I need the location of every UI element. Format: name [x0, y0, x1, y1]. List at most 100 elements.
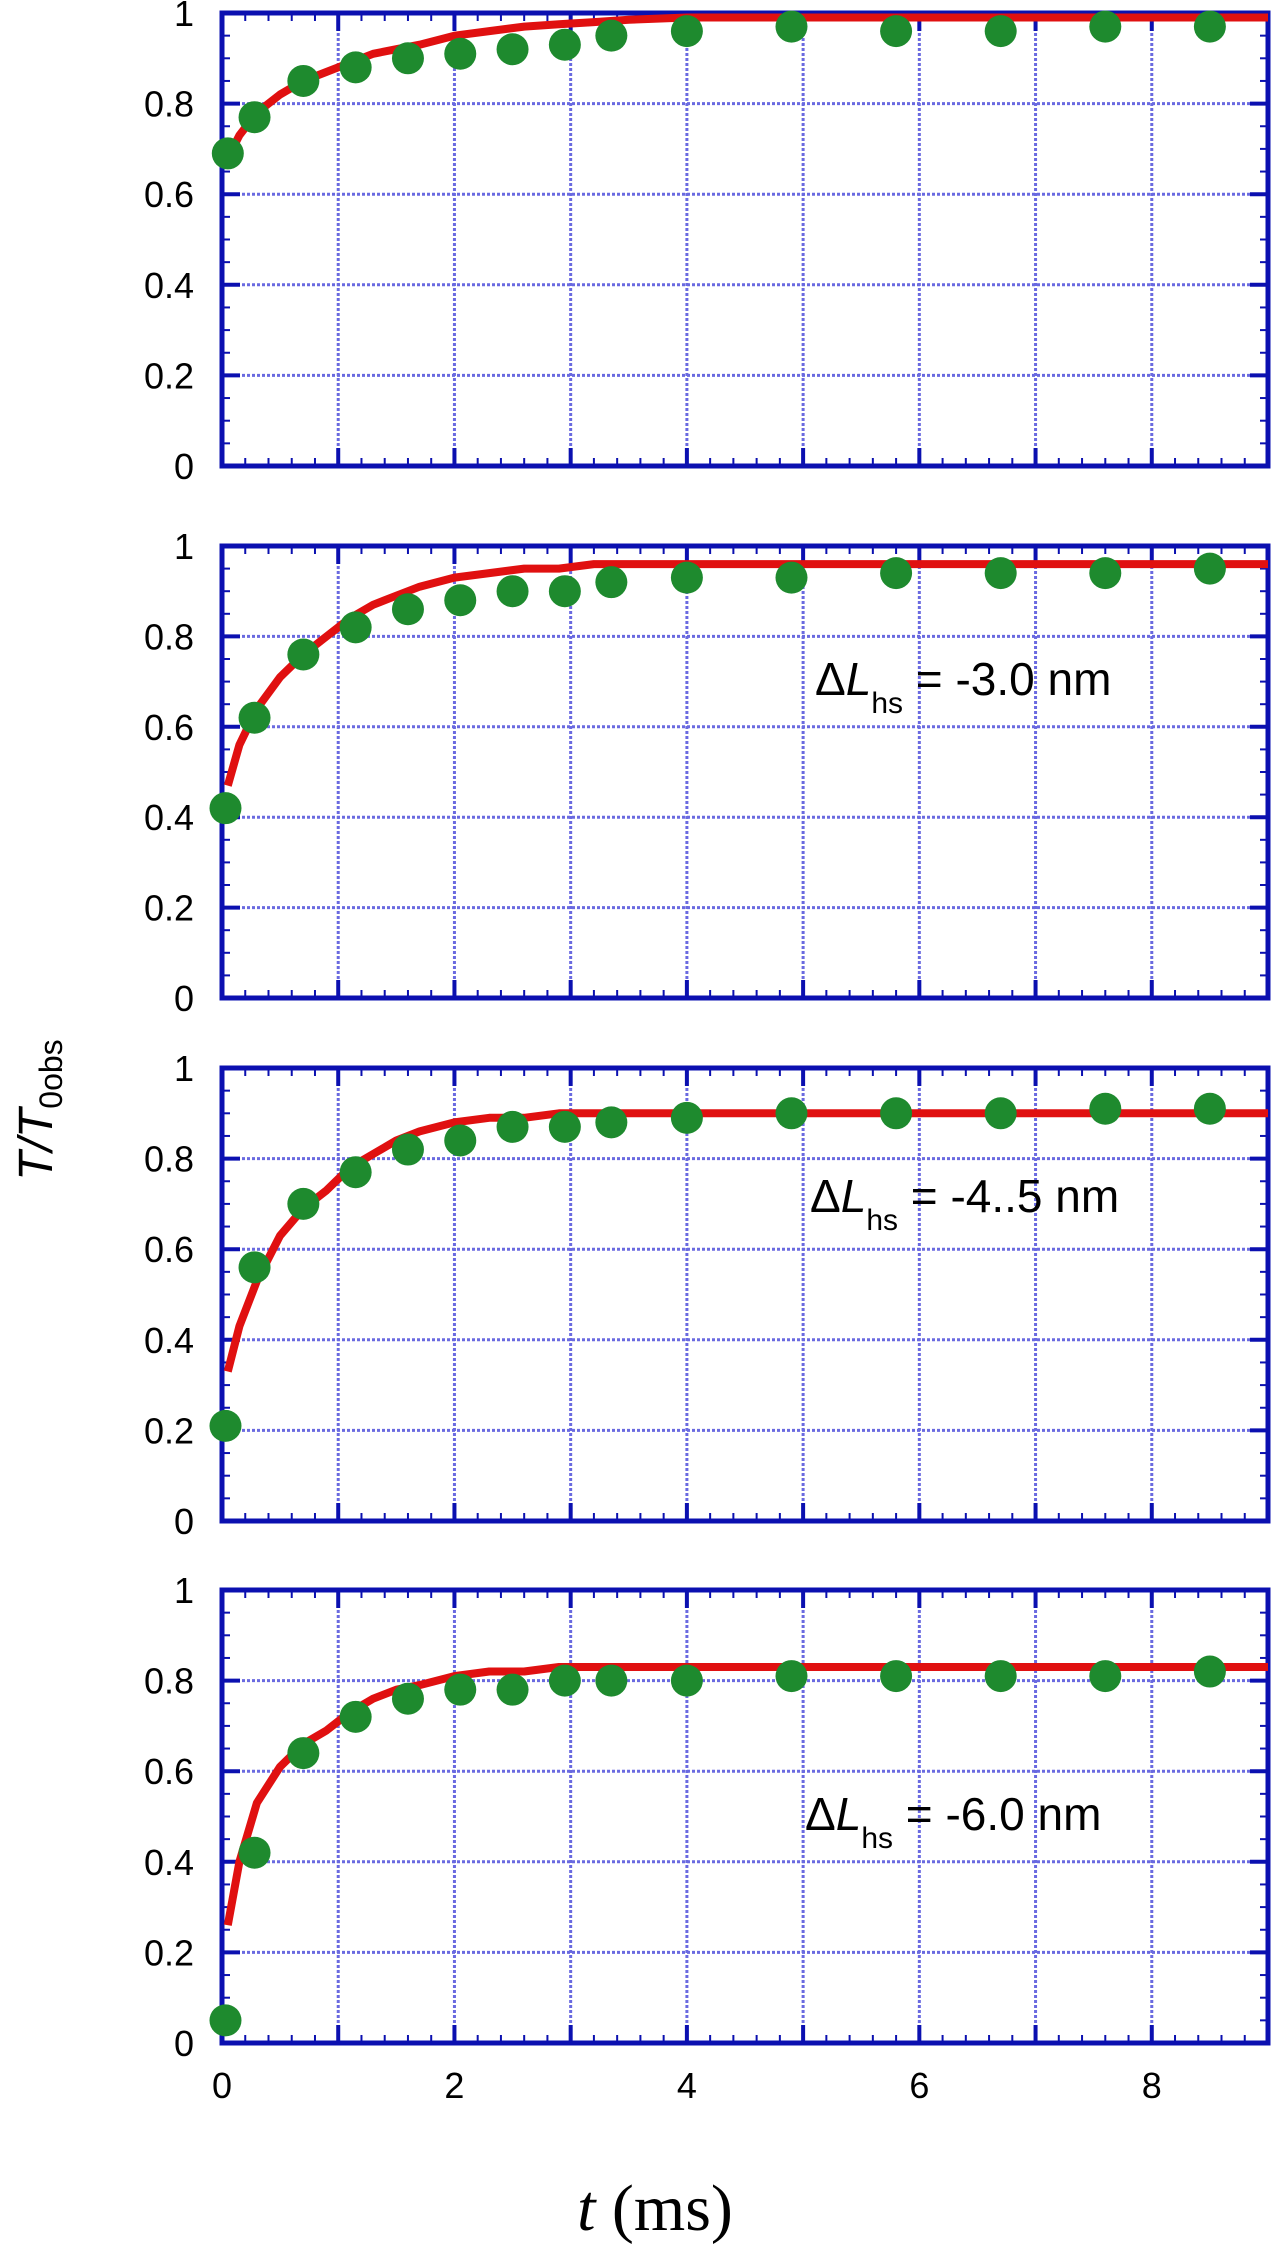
- annotation-prefix: Δ: [815, 653, 846, 705]
- y-tick-label: 0.6: [144, 1751, 194, 1792]
- data-point: [984, 15, 1017, 48]
- x-tick-label: 8: [1142, 2065, 1162, 2106]
- data-point: [339, 611, 372, 644]
- x-tick-label: 6: [909, 2065, 929, 2106]
- data-point: [339, 51, 372, 84]
- data-point: [984, 1097, 1017, 1130]
- data-point: [287, 64, 320, 97]
- y-tick-label: 0: [174, 978, 194, 1019]
- x-axis-label-rest: (ms): [595, 2172, 732, 2245]
- data-point: [548, 1110, 581, 1143]
- plot-frame: [219, 1065, 1271, 1524]
- y-tick-label: 0.2: [144, 1410, 194, 1451]
- plot-frame: [219, 10, 1271, 469]
- y-tick-label: 0.6: [144, 174, 194, 215]
- y-tick-label: 0.4: [144, 1320, 194, 1361]
- data-point: [595, 1664, 628, 1697]
- y-axis-label-main: T/T: [10, 1105, 63, 1181]
- data-point: [444, 584, 477, 617]
- data-point: [444, 37, 477, 70]
- data-point: [775, 1097, 808, 1130]
- annotation-value: = -3.0 nm: [903, 653, 1111, 705]
- panel-annotation: ΔLhs = -6.0 nm: [805, 1788, 1101, 1855]
- data-point: [209, 1409, 242, 1442]
- y-tick-label: 0.6: [144, 1229, 194, 1270]
- data-point: [496, 1673, 529, 1706]
- panel-2: 0 0.2 0.4 0.6 0.8 1 ΔLhs = -3.0 nm: [144, 526, 1271, 1019]
- data-point: [287, 1187, 320, 1220]
- panel-annotation: ΔLhs = -3.0 nm: [815, 653, 1111, 720]
- y-tick-label: 1: [174, 1570, 194, 1611]
- data-point: [548, 28, 581, 61]
- annotation-symbol: L: [841, 1170, 867, 1222]
- data-point: [1089, 1660, 1122, 1693]
- y-tick-label: 1: [174, 0, 194, 34]
- y-tick-label: 0.8: [144, 1139, 194, 1180]
- y-tick-label: 0.2: [144, 1932, 194, 1973]
- data-point: [209, 2004, 242, 2037]
- data-point: [339, 1156, 372, 1189]
- y-tick-label: 0.2: [144, 355, 194, 396]
- data-point: [595, 1106, 628, 1139]
- fit-line: [223, 1109, 1268, 1373]
- y-tick-label: 0.4: [144, 1842, 194, 1883]
- y-tick-label: 0.4: [144, 797, 194, 838]
- data-point: [670, 1101, 703, 1134]
- annotation-prefix: Δ: [805, 1788, 836, 1840]
- data-point: [496, 575, 529, 608]
- data-point: [339, 1700, 372, 1733]
- data-point: [775, 1660, 808, 1693]
- data-point: [238, 101, 271, 134]
- annotation-sub: hs: [871, 687, 903, 720]
- data-point: [880, 1097, 913, 1130]
- data-point: [287, 638, 320, 671]
- panel-4: 0 0.2 0.4 0.6 0.8 1 0 2 4 6 8 ΔLhs = -6.0 nm: [144, 1570, 1271, 2106]
- y-tick-label: 0: [174, 446, 194, 487]
- x-axis-label-main: t: [577, 2172, 597, 2245]
- data-point: [1193, 552, 1226, 585]
- data-point: [209, 792, 242, 825]
- panel-annotation: ΔLhs = -4..5 nm: [810, 1170, 1119, 1237]
- data-point: [287, 1737, 320, 1770]
- y-tick-label: 0.8: [144, 616, 194, 657]
- y-tick-label: 0.4: [144, 265, 194, 306]
- annotation-sub: hs: [861, 1822, 893, 1855]
- data-point: [595, 19, 628, 52]
- data-point: [444, 1124, 477, 1157]
- data-point: [1089, 10, 1122, 43]
- panel-1: 0 0.2 0.4 0.6 0.8 1: [144, 0, 1271, 487]
- data-point: [496, 33, 529, 66]
- fit-line: [223, 560, 1268, 787]
- data-point: [595, 566, 628, 599]
- data-point: [496, 1110, 529, 1143]
- data-point: [391, 593, 424, 626]
- data-point: [775, 10, 808, 43]
- y-tick-label: 0: [174, 1501, 194, 1542]
- data-point: [211, 137, 244, 170]
- y-tick-label: 0.6: [144, 707, 194, 748]
- data-point: [670, 15, 703, 48]
- data-point: [1089, 557, 1122, 590]
- data-point: [670, 1664, 703, 1697]
- y-tick-label: 0.8: [144, 84, 194, 125]
- plot-frame: [219, 543, 1271, 1001]
- data-point: [444, 1673, 477, 1706]
- data-point: [984, 557, 1017, 590]
- data-point: [391, 1133, 424, 1166]
- data-point: [880, 1660, 913, 1693]
- y-axis-label-sub: 0obs: [33, 1039, 69, 1108]
- data-point: [238, 1251, 271, 1284]
- annotation-value: = -4..5 nm: [898, 1170, 1119, 1222]
- data-point: [670, 561, 703, 594]
- y-tick-label: 0.2: [144, 888, 194, 929]
- panel-3: 0 0.2 0.4 0.6 0.8 1 ΔLhs = -4..5 nm: [144, 1048, 1271, 1542]
- data-point: [1193, 1655, 1226, 1688]
- data-point: [238, 1836, 271, 1869]
- annotation-symbol: L: [846, 653, 872, 705]
- y-tick-label: 1: [174, 1048, 194, 1089]
- x-tick-label: 4: [677, 2065, 697, 2106]
- data-point: [984, 1660, 1017, 1693]
- data-point: [548, 575, 581, 608]
- annotation-sub: hs: [866, 1204, 898, 1237]
